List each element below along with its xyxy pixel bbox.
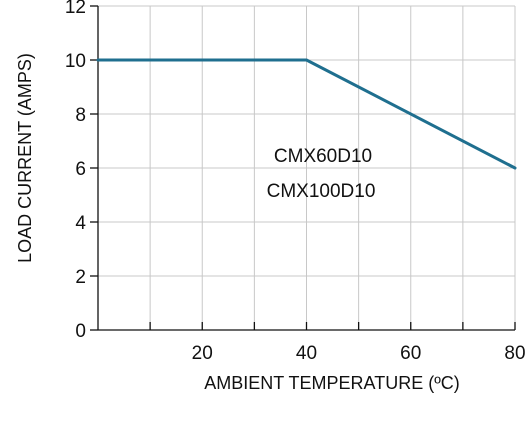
- y-tick-label-8: 8: [75, 105, 86, 126]
- model-annotation-1: CMX60D10: [274, 146, 372, 167]
- chart-labels: 0 2 4 6 8 10 12 20 40 60 80 CMX60D10 CMX100D10 AMBIEN…: [15, 0, 526, 393]
- chart-series: [96, 58, 517, 170]
- y-tick-label-10: 10: [65, 51, 86, 72]
- x-tick-label-80: 80: [504, 343, 525, 364]
- x-axis-title: AMBIENT TEMPERATURE (ºC): [204, 373, 460, 393]
- model-annotation-2: CMX100D10: [267, 181, 376, 202]
- y-tick-label-2: 2: [75, 267, 86, 288]
- y-axis-title: LOAD CURRENT (AMPS): [15, 53, 35, 263]
- x-tick-label-40: 40: [296, 343, 317, 364]
- chart-grid: [98, 5, 516, 330]
- y-tick-label-6: 6: [75, 159, 86, 180]
- y-tick-label-4: 4: [75, 213, 86, 234]
- y-tick-label-12: 12: [65, 0, 86, 18]
- y-tick-label-0: 0: [75, 321, 86, 342]
- x-tick-label-20: 20: [192, 343, 213, 364]
- x-tick-label-60: 60: [400, 343, 421, 364]
- series-line-0: [96, 58, 517, 170]
